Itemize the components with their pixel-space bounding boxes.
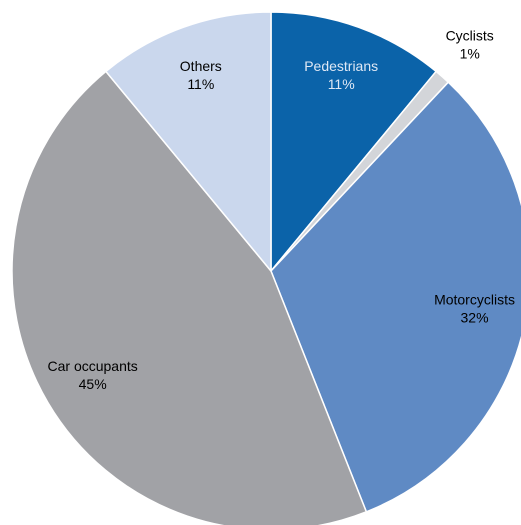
slice-value-label: 11% xyxy=(187,76,214,92)
pie-slice xyxy=(270,81,521,513)
slice-label: Pedestrians xyxy=(304,58,378,74)
slice-label: Car occupants xyxy=(48,358,138,374)
slice-label: Cyclists xyxy=(446,27,494,43)
pie-slice xyxy=(270,11,438,274)
pie-slice xyxy=(11,70,368,525)
slice-label: Motorcyclists xyxy=(434,292,515,308)
slice-value-label: 45% xyxy=(79,376,107,392)
slice-label: Others xyxy=(180,58,222,74)
slice-value-label: 1% xyxy=(460,45,480,61)
slice-value-label: 32% xyxy=(461,310,489,326)
pie-slice xyxy=(104,11,272,274)
slice-value-label: 11% xyxy=(328,76,355,92)
